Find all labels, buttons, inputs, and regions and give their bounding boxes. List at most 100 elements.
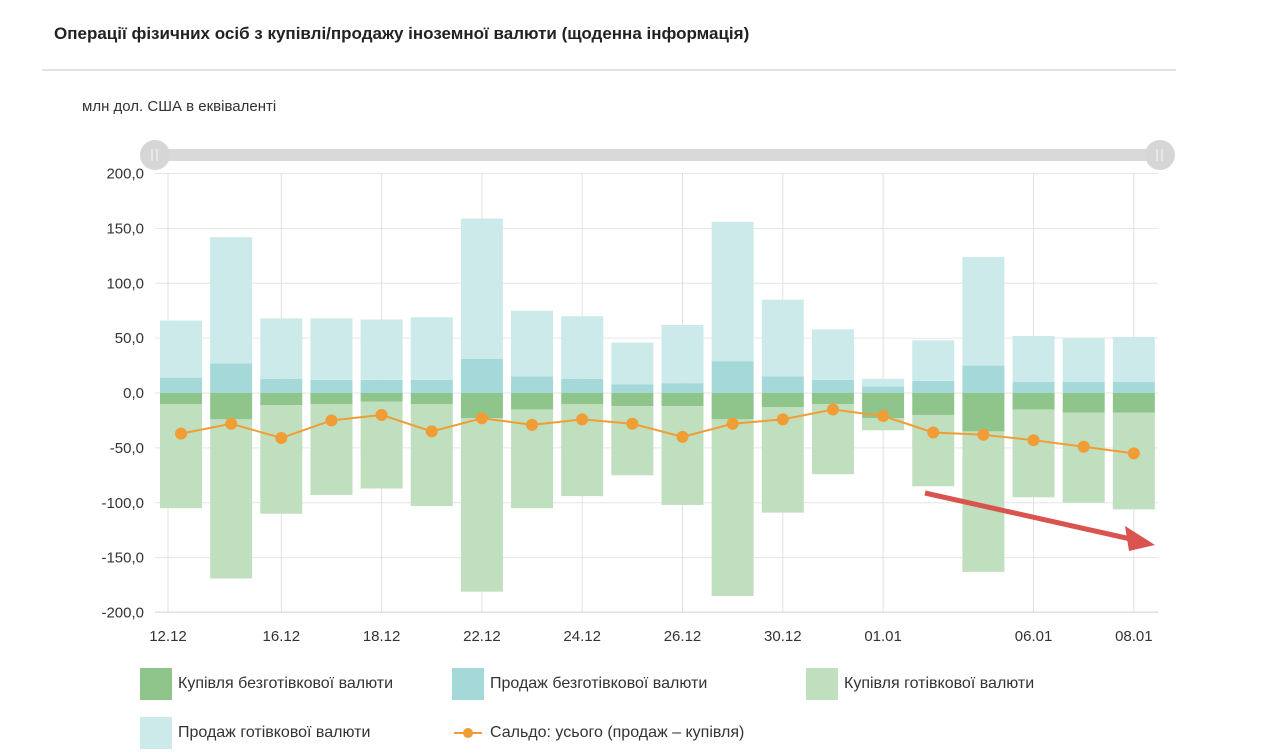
bar-noncash-sell	[460, 358, 503, 393]
saldo-point	[726, 417, 739, 430]
slider-handle-right[interactable]	[1145, 140, 1175, 170]
saldo-point	[1127, 447, 1140, 460]
bar-noncash-sell	[561, 378, 604, 393]
bar-cash-sell	[1112, 337, 1155, 383]
x-tick-label: 16.12	[263, 628, 301, 645]
saldo-point	[375, 408, 388, 421]
x-tick-label: 01.01	[864, 628, 902, 645]
bar-noncash-sell	[661, 383, 704, 393]
saldo-point	[175, 427, 187, 440]
bar-cash-sell	[912, 340, 955, 381]
bar-noncash-buy	[711, 393, 754, 420]
saldo-point	[225, 417, 238, 430]
bar-cash-buy	[711, 419, 754, 597]
bar-noncash-sell	[811, 379, 854, 393]
bar-noncash-buy	[210, 393, 253, 420]
bar-cash-sell	[811, 329, 854, 380]
bar-cash-sell	[160, 320, 202, 378]
bar-noncash-sell	[260, 378, 303, 393]
legend-line-marker-icon	[454, 728, 482, 738]
bar-noncash-buy	[410, 393, 453, 404]
saldo-point	[626, 417, 639, 430]
y-tick-label: 0,0	[123, 385, 144, 402]
bar-cash-buy	[460, 418, 503, 592]
saldo-point	[977, 428, 990, 441]
bar-noncash-sell	[912, 380, 955, 393]
y-tick-label: -200,0	[101, 605, 144, 622]
bar-cash-buy	[260, 405, 303, 514]
saldo-point	[1077, 440, 1090, 453]
bar-noncash-buy	[962, 393, 1005, 432]
y-axis-unit-label: млн дол. США в еквіваленті	[82, 98, 277, 115]
y-tick-label: 150,0	[106, 220, 144, 237]
page-title: Операції фізичних осіб з купівлі/продажу…	[54, 24, 750, 43]
bar-noncash-buy	[511, 393, 554, 410]
legend-item-cash-sell[interactable]: Продаж готівкової валюти	[140, 717, 370, 749]
trend-arrow	[924, 490, 1155, 551]
legend-label: Продаж готівкової валюти	[178, 724, 371, 741]
bar-cash-sell	[1012, 335, 1055, 383]
slider-track[interactable]	[155, 149, 1160, 161]
arrow-head-icon	[1125, 526, 1155, 551]
x-tick-label: 24.12	[563, 628, 601, 645]
y-tick-label: 200,0	[106, 166, 144, 183]
bar-cash-buy	[912, 414, 955, 487]
x-tick-label: 06.01	[1015, 628, 1053, 645]
bar-cash-sell	[661, 324, 704, 384]
saldo-point	[475, 412, 488, 425]
bar-noncash-sell	[611, 384, 654, 393]
y-tick-label: -100,0	[101, 495, 144, 512]
bar-cash-sell	[210, 237, 253, 364]
bar-cash-sell	[862, 378, 905, 387]
legend-item-cash-buy[interactable]: Купівля готівкової валюти	[806, 668, 1034, 700]
bar-cash-sell	[511, 310, 554, 377]
bar-cash-buy	[611, 406, 654, 476]
saldo-point	[275, 431, 288, 444]
bar-noncash-buy	[310, 393, 353, 404]
saldo-point	[676, 430, 689, 443]
bar-cash-buy	[160, 403, 202, 509]
bar-cash-sell	[260, 318, 303, 379]
bar-noncash-buy	[811, 393, 854, 404]
legend-item-noncash-buy[interactable]: Купівля безготівкової валюти	[140, 668, 393, 700]
range-slider[interactable]	[140, 140, 1175, 170]
bar-cash-sell	[310, 318, 353, 380]
bar-noncash-sell	[1062, 382, 1105, 393]
legend-swatch	[806, 668, 838, 700]
saldo-line	[180, 408, 1134, 455]
saldo-point	[526, 418, 539, 431]
x-tick-label: 18.12	[363, 628, 401, 645]
bar-noncash-sell	[360, 379, 403, 393]
saldo-point	[826, 403, 839, 416]
x-tick-label: 12.12	[149, 628, 187, 645]
bar-cash-sell	[711, 221, 754, 362]
bar-cash-sell	[1062, 338, 1105, 383]
bar-cash-buy	[1112, 412, 1155, 510]
bar-cash-buy	[410, 403, 453, 507]
bar-cash-sell	[561, 316, 604, 379]
legend-label: Сальдо: усього (продаж – купівля)	[490, 724, 745, 741]
bar-noncash-buy	[661, 393, 704, 407]
bar-cash-sell	[460, 218, 503, 359]
saldo-point	[325, 414, 338, 427]
bar-noncash-sell	[1012, 382, 1055, 393]
bar-noncash-sell	[160, 377, 202, 393]
bar-noncash-sell	[1112, 382, 1155, 393]
bar-noncash-buy	[912, 393, 955, 415]
bar-noncash-buy	[1112, 393, 1155, 413]
bar-noncash-buy	[611, 393, 654, 407]
legend-item-saldo[interactable]: Сальдо: усього (продаж – купівля)	[452, 717, 744, 749]
saldo-point	[927, 426, 940, 439]
bar-cash-buy	[1062, 412, 1105, 503]
bar-cash-buy	[862, 418, 905, 431]
bar-noncash-buy	[1012, 393, 1055, 410]
slider-handle-left[interactable]	[140, 140, 170, 170]
bar-cash-buy	[210, 419, 253, 579]
legend-label: Купівля готівкової валюти	[844, 675, 1035, 692]
bar-cash-buy	[661, 406, 704, 505]
bar-noncash-buy	[1062, 393, 1105, 413]
bar-noncash-buy	[761, 393, 804, 408]
legend-swatch	[140, 717, 172, 749]
legend-item-noncash-sell[interactable]: Продаж безготівкової валюти	[452, 668, 707, 700]
